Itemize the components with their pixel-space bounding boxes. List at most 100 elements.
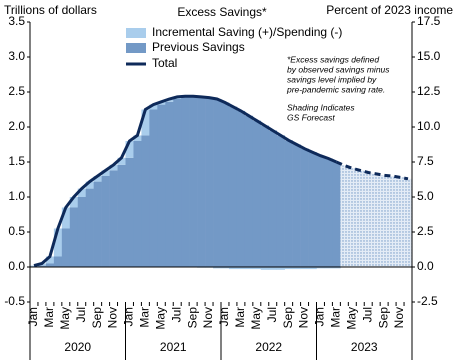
bar bbox=[93, 181, 102, 267]
bar bbox=[165, 101, 174, 267]
bar bbox=[101, 170, 110, 176]
note: by observed savings minus bbox=[287, 64, 390, 74]
year-label: 2020 bbox=[64, 340, 91, 354]
legend-swatch bbox=[126, 28, 146, 38]
y-tick-label: 1.0 bbox=[8, 189, 25, 203]
bar bbox=[53, 256, 63, 267]
bar bbox=[213, 99, 222, 267]
bar bbox=[308, 267, 317, 270]
x-tick-label: Jan bbox=[26, 307, 40, 326]
bar bbox=[324, 267, 333, 269]
bar bbox=[141, 109, 150, 136]
bar bbox=[133, 135, 142, 141]
bar bbox=[252, 120, 262, 267]
x-tick-label: Mar bbox=[233, 307, 247, 328]
bar bbox=[332, 162, 341, 267]
total-line bbox=[33, 94, 338, 268]
bar bbox=[69, 197, 79, 208]
note: pre-pandemic saving rate. bbox=[286, 84, 385, 94]
bar bbox=[125, 141, 134, 158]
y2-tick-label: 5.0 bbox=[417, 189, 434, 203]
forecast-bar bbox=[348, 168, 357, 267]
bar bbox=[93, 176, 102, 182]
bar bbox=[300, 148, 309, 267]
forecast-bar bbox=[364, 172, 373, 267]
bar bbox=[141, 135, 150, 267]
bar bbox=[260, 125, 270, 267]
x-tick-label: Sep bbox=[281, 307, 295, 329]
bar bbox=[189, 96, 198, 267]
x-tick-label: Sep bbox=[185, 307, 199, 329]
x-tick-label: Sep bbox=[376, 307, 390, 329]
bar bbox=[308, 152, 317, 267]
bar bbox=[228, 106, 238, 267]
bar bbox=[157, 104, 166, 267]
x-tick-label: Jul bbox=[265, 307, 279, 322]
bar bbox=[260, 267, 270, 270]
y-tick-label: 2.0 bbox=[8, 119, 25, 133]
bar bbox=[109, 170, 118, 267]
y2-tick-label: 10.0 bbox=[417, 119, 441, 133]
bar bbox=[30, 265, 39, 267]
x-tick-label: Nov bbox=[106, 307, 120, 328]
x-tick-label: Mar bbox=[138, 307, 152, 328]
bar bbox=[109, 164, 118, 171]
bar bbox=[268, 130, 278, 267]
legend-label: Previous Savings bbox=[152, 40, 245, 54]
y2-tick-label: 17.5 bbox=[417, 14, 441, 28]
forecast-bar bbox=[396, 177, 405, 267]
y-tick-label: 3.0 bbox=[8, 49, 25, 63]
y2-tick-label: -2.5 bbox=[417, 294, 438, 308]
bar bbox=[85, 188, 94, 267]
x-tick-label: May bbox=[58, 307, 72, 330]
x-tick-label: Sep bbox=[90, 307, 104, 329]
bar bbox=[284, 267, 293, 270]
bar bbox=[300, 267, 309, 270]
bar bbox=[244, 267, 254, 270]
bar bbox=[117, 164, 126, 267]
year-label: 2021 bbox=[160, 340, 187, 354]
note: *Excess savings defined bbox=[287, 54, 379, 64]
bar bbox=[149, 109, 158, 267]
x-tick-label: Jan bbox=[122, 307, 136, 326]
note: savings level implied by bbox=[287, 74, 377, 84]
bar bbox=[221, 267, 230, 269]
bar bbox=[316, 155, 325, 267]
bar bbox=[117, 157, 126, 165]
forecast-bar bbox=[404, 178, 413, 267]
forecast-bar bbox=[388, 176, 397, 267]
bar bbox=[45, 263, 55, 267]
x-tick-label: Nov bbox=[392, 307, 406, 328]
y-tick-label: 2.5 bbox=[8, 84, 25, 98]
bar bbox=[181, 96, 190, 268]
bar bbox=[173, 99, 182, 267]
bar bbox=[236, 110, 246, 268]
y2-tick-label: 2.5 bbox=[417, 224, 434, 238]
bar bbox=[45, 256, 55, 264]
forecast-bar bbox=[380, 175, 389, 267]
y-tick-label: 0.5 bbox=[8, 224, 25, 238]
bar bbox=[292, 144, 301, 267]
year-label: 2023 bbox=[351, 340, 378, 354]
bar bbox=[197, 96, 206, 268]
note: GS Forecast bbox=[287, 112, 335, 122]
bar bbox=[292, 267, 301, 270]
bar bbox=[37, 265, 47, 267]
bar bbox=[69, 207, 79, 267]
bar bbox=[61, 228, 71, 267]
x-tick-label: Nov bbox=[297, 307, 311, 328]
forecast-bar bbox=[356, 170, 365, 267]
bar bbox=[53, 228, 63, 257]
y2-tick-label: 0.0 bbox=[417, 259, 434, 273]
bar bbox=[85, 181, 94, 189]
x-tick-label: May bbox=[344, 307, 358, 330]
bar bbox=[316, 267, 325, 269]
bar bbox=[252, 267, 262, 270]
y2-tick-label: 15.0 bbox=[417, 49, 441, 63]
x-tick-label: Jul bbox=[169, 307, 183, 322]
forecast-bar bbox=[340, 165, 349, 267]
x-tick-label: Jan bbox=[217, 307, 231, 326]
x-tick-label: Mar bbox=[42, 307, 56, 328]
forecast-line bbox=[335, 160, 409, 181]
